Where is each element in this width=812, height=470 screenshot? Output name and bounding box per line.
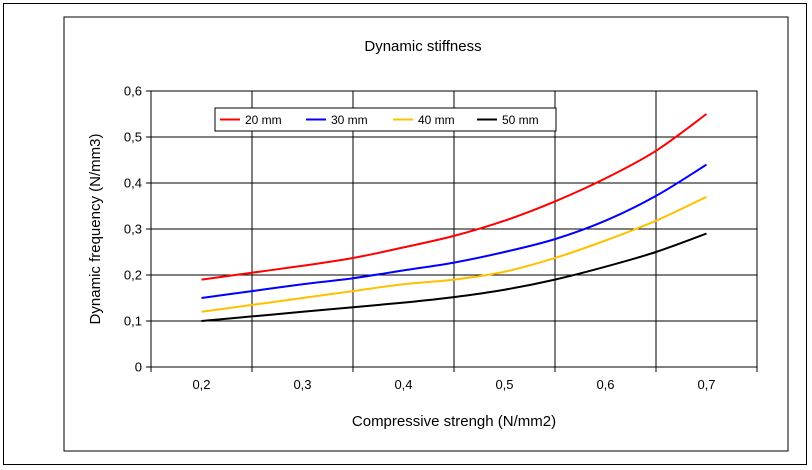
y-tick-label: 0,2 — [124, 268, 142, 283]
y-tick-label: 0,3 — [124, 222, 142, 237]
legend-label: 40 mm — [418, 113, 455, 127]
legend-label: 50 mm — [502, 113, 539, 127]
legend-label: 30 mm — [331, 113, 368, 127]
y-axis-label: Dynamic frequency (N/mm3) — [87, 134, 104, 325]
chart-frame — [3, 3, 807, 465]
chart-area-border — [63, 16, 789, 452]
grid — [151, 91, 757, 367]
series-line-3 — [201, 195, 707, 313]
legend-label: 20 mm — [245, 113, 282, 127]
series-lines — [201, 113, 708, 322]
x-tick-label: 0,5 — [495, 377, 513, 392]
x-tick-label: 0,6 — [596, 377, 614, 392]
x-axis: 0,2 0,3 0,4 0,5 0,6 0,7 — [150, 367, 758, 392]
x-tick-label: 0,4 — [394, 377, 412, 392]
y-tick-label: 0,5 — [124, 130, 142, 145]
legend-box — [214, 107, 557, 132]
x-tick-label: 0,2 — [192, 377, 210, 392]
y-tick-label: 0 — [135, 360, 142, 375]
y-tick-label: 0,6 — [124, 84, 142, 99]
series-line-4 — [201, 232, 707, 322]
y-axis: 0 0,1 0,2 0,3 0,4 0,5 0,6 — [124, 84, 151, 375]
series-line-1 — [201, 113, 708, 281]
x-axis-label: Compressive strengh (N/mm2) — [352, 413, 556, 430]
x-tick-label: 0,3 — [293, 377, 311, 392]
x-tick-label: 0,7 — [697, 377, 715, 392]
series-line-2 — [201, 163, 708, 299]
legend: 20 mm 30 mm 40 mm 50 mm — [214, 107, 557, 132]
chart-title: Dynamic stiffness — [364, 38, 481, 55]
y-tick-label: 0,4 — [124, 176, 142, 191]
y-tick-label: 0,1 — [124, 314, 142, 329]
